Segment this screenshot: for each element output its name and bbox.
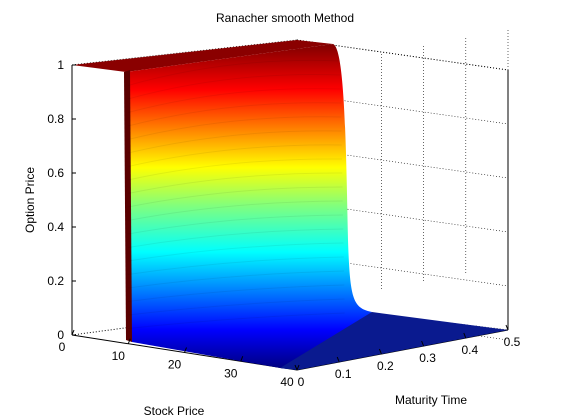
surface-contour xyxy=(127,59,341,86)
z-grid-line xyxy=(296,93,509,125)
surface-contour xyxy=(127,242,344,262)
z-grid-line xyxy=(296,201,509,233)
surface-contour xyxy=(127,130,342,154)
surface-contour xyxy=(127,270,345,289)
y-tick-mark xyxy=(296,364,300,371)
y-tick-label: 30 xyxy=(224,366,238,380)
x-tick-mark xyxy=(421,340,425,347)
x-tick-label: 0.4 xyxy=(461,343,478,357)
y-tick-label: 40 xyxy=(280,375,294,389)
y-tick-label: 10 xyxy=(112,349,126,363)
z-axis-label: Option Price xyxy=(23,167,37,233)
x-tick-mark xyxy=(294,364,298,371)
z-grid-line xyxy=(296,147,509,179)
surface-contour xyxy=(127,158,343,181)
surface-contour xyxy=(127,102,342,127)
x-tick-mark xyxy=(378,348,382,355)
x-tick-mark xyxy=(505,324,509,331)
z-tick-label: 0.8 xyxy=(47,112,64,126)
x-tick-label: 0.5 xyxy=(504,335,521,349)
surface-contour xyxy=(127,116,342,140)
y-tick-label: 20 xyxy=(168,358,182,372)
surface-contour xyxy=(127,172,343,194)
surface-contour xyxy=(127,298,345,316)
z-tick-label: 0.6 xyxy=(47,166,64,180)
y-axis-label: Stock Price xyxy=(144,404,205,418)
surface-plateau xyxy=(72,40,333,72)
z-tick-label: 0.4 xyxy=(47,220,64,234)
chart-title: Ranacher smooth Method xyxy=(216,11,354,25)
z-tick-label: 0.2 xyxy=(47,274,64,288)
surface-contour xyxy=(127,228,344,248)
surface-floor xyxy=(280,312,508,370)
strike-cliff xyxy=(124,70,132,342)
surface-contour xyxy=(127,256,344,275)
surface-contour xyxy=(127,74,341,100)
z-grid-line xyxy=(296,39,509,71)
z-grid-line xyxy=(296,255,509,287)
y-tick-label: 0 xyxy=(59,340,66,354)
surface-contour xyxy=(127,186,343,208)
surface-contour xyxy=(127,88,341,113)
x-tick-label: 0.3 xyxy=(419,351,436,365)
surface-contour xyxy=(127,312,345,329)
x-tick-label: 0 xyxy=(298,375,305,389)
x-tick-mark xyxy=(336,356,340,363)
y-tick-mark xyxy=(127,338,131,344)
option-price-surface xyxy=(72,40,508,370)
surface-contour xyxy=(127,144,342,167)
surface-contour xyxy=(127,200,343,221)
y-tick-mark xyxy=(240,356,244,362)
z-tick-label: 0 xyxy=(57,328,64,342)
x-tick-label: 0.1 xyxy=(335,367,352,381)
x-axis-label: Maturity Time xyxy=(395,393,467,407)
surface-wall xyxy=(126,44,372,369)
x-tick-mark xyxy=(463,332,467,339)
y-tick-mark xyxy=(184,347,187,353)
surface-contour xyxy=(127,284,345,302)
z-tick-label: 1 xyxy=(57,58,64,72)
y-tick-mark xyxy=(71,329,75,336)
x-tick-label: 0.2 xyxy=(377,359,394,373)
surface-contour xyxy=(127,214,344,235)
